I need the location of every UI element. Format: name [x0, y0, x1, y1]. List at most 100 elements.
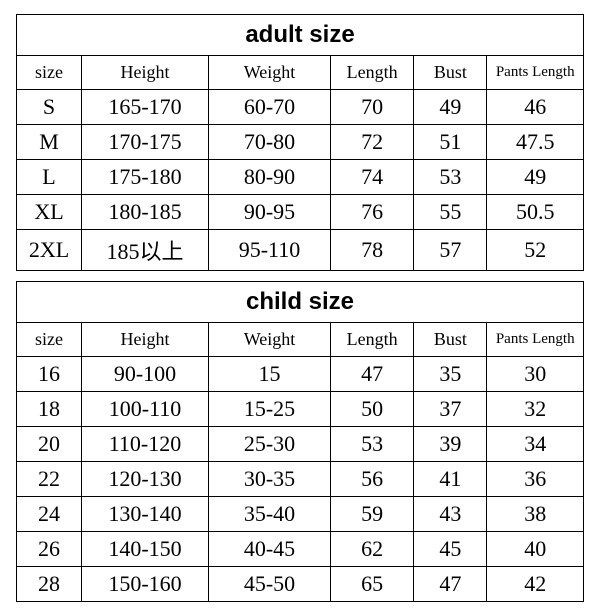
- cell: 16: [17, 357, 82, 392]
- col-length: Length: [330, 323, 413, 357]
- col-pants: Pants Length: [487, 56, 584, 90]
- col-weight: Weight: [209, 323, 331, 357]
- cell: 40-45: [209, 532, 331, 567]
- cell: 53: [330, 427, 413, 462]
- cell: 90-100: [82, 357, 209, 392]
- cell: 15: [209, 357, 331, 392]
- col-bust: Bust: [414, 56, 487, 90]
- cell: 37: [414, 392, 487, 427]
- cell: 76: [330, 195, 413, 230]
- col-bust: Bust: [414, 323, 487, 357]
- cell: 34: [487, 427, 584, 462]
- cell: 35: [414, 357, 487, 392]
- adult-header-row: size Height Weight Length Bust Pants Len…: [17, 56, 584, 90]
- table-gap: [16, 271, 584, 281]
- cell: 80-90: [209, 160, 331, 195]
- cell: XL: [17, 195, 82, 230]
- cell: M: [17, 125, 82, 160]
- cell: 30: [487, 357, 584, 392]
- cell: 74: [330, 160, 413, 195]
- adult-title-row: adult size: [17, 15, 584, 56]
- cell: 59: [330, 497, 413, 532]
- cell: 95-110: [209, 230, 331, 271]
- cell: 28: [17, 567, 82, 602]
- cell: 62: [330, 532, 413, 567]
- cell: 22: [17, 462, 82, 497]
- cell: 47.5: [487, 125, 584, 160]
- cell: 150-160: [82, 567, 209, 602]
- cell: 46: [487, 90, 584, 125]
- cell: 180-185: [82, 195, 209, 230]
- cell: 72: [330, 125, 413, 160]
- table-row: 20 110-120 25-30 53 39 34: [17, 427, 584, 462]
- cell: 175-180: [82, 160, 209, 195]
- table-row: L 175-180 80-90 74 53 49: [17, 160, 584, 195]
- col-length: Length: [330, 56, 413, 90]
- cell: S: [17, 90, 82, 125]
- cell: 47: [330, 357, 413, 392]
- table-row: 26 140-150 40-45 62 45 40: [17, 532, 584, 567]
- table-row: XL 180-185 90-95 76 55 50.5: [17, 195, 584, 230]
- cell: 41: [414, 462, 487, 497]
- col-height: Height: [82, 56, 209, 90]
- cell: 51: [414, 125, 487, 160]
- col-size: size: [17, 56, 82, 90]
- cell: 15-25: [209, 392, 331, 427]
- size-chart-page: adult size size Height Weight Length Bus…: [0, 0, 600, 616]
- adult-size-table: adult size size Height Weight Length Bus…: [16, 14, 584, 271]
- adult-title: adult size: [17, 15, 584, 56]
- cell: 110-120: [82, 427, 209, 462]
- table-row: 22 120-130 30-35 56 41 36: [17, 462, 584, 497]
- cell: 65: [330, 567, 413, 602]
- cell: 185以上: [82, 230, 209, 271]
- cell: 170-175: [82, 125, 209, 160]
- cell: 2XL: [17, 230, 82, 271]
- cell: 43: [414, 497, 487, 532]
- cell: 26: [17, 532, 82, 567]
- cell: 24: [17, 497, 82, 532]
- cell: 42: [487, 567, 584, 602]
- cell: 120-130: [82, 462, 209, 497]
- col-weight: Weight: [209, 56, 331, 90]
- cell: 50.5: [487, 195, 584, 230]
- table-row: 16 90-100 15 47 35 30: [17, 357, 584, 392]
- cell: 57: [414, 230, 487, 271]
- child-title: child size: [17, 282, 584, 323]
- table-row: S 165-170 60-70 70 49 46: [17, 90, 584, 125]
- cell: 45: [414, 532, 487, 567]
- child-title-row: child size: [17, 282, 584, 323]
- cell: 36: [487, 462, 584, 497]
- cell: 39: [414, 427, 487, 462]
- cell: 130-140: [82, 497, 209, 532]
- child-size-table: child size size Height Weight Length Bus…: [16, 281, 584, 602]
- table-row: 28 150-160 45-50 65 47 42: [17, 567, 584, 602]
- cell: 52: [487, 230, 584, 271]
- cell: 30-35: [209, 462, 331, 497]
- cell: 70-80: [209, 125, 331, 160]
- cell: 140-150: [82, 532, 209, 567]
- col-pants: Pants Length: [487, 323, 584, 357]
- cell: 32: [487, 392, 584, 427]
- cell: 53: [414, 160, 487, 195]
- cell: 90-95: [209, 195, 331, 230]
- table-row: M 170-175 70-80 72 51 47.5: [17, 125, 584, 160]
- col-height: Height: [82, 323, 209, 357]
- cell: 49: [414, 90, 487, 125]
- cell: 78: [330, 230, 413, 271]
- cell: 40: [487, 532, 584, 567]
- cell: 25-30: [209, 427, 331, 462]
- cell: 38: [487, 497, 584, 532]
- cell: L: [17, 160, 82, 195]
- cell: 55: [414, 195, 487, 230]
- cell: 35-40: [209, 497, 331, 532]
- table-row: 2XL 185以上 95-110 78 57 52: [17, 230, 584, 271]
- cell: 47: [414, 567, 487, 602]
- cell: 100-110: [82, 392, 209, 427]
- cell: 50: [330, 392, 413, 427]
- table-row: 24 130-140 35-40 59 43 38: [17, 497, 584, 532]
- cell: 45-50: [209, 567, 331, 602]
- col-size: size: [17, 323, 82, 357]
- cell: 20: [17, 427, 82, 462]
- cell: 18: [17, 392, 82, 427]
- child-header-row: size Height Weight Length Bust Pants Len…: [17, 323, 584, 357]
